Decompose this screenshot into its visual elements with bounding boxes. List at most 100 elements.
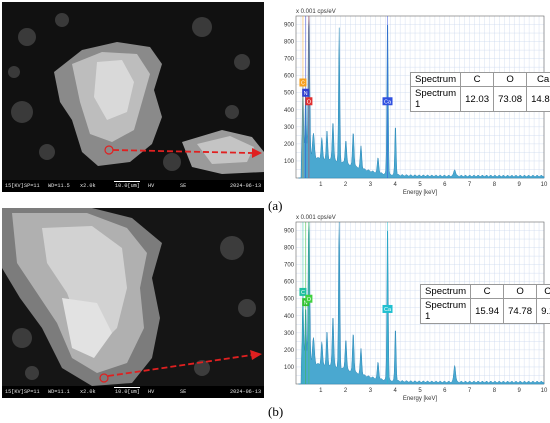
- element-marker-label: C: [301, 81, 305, 87]
- table-cell: Spectrum 1: [419, 298, 472, 324]
- x-tick-label: 2: [344, 182, 348, 188]
- y-tick-label: 900: [284, 229, 295, 235]
- analysis-arrow: [112, 149, 253, 154]
- element-marker: [382, 304, 393, 313]
- x-tick-label: 5: [418, 182, 422, 188]
- y-tick-label: 800: [284, 40, 295, 46]
- element-marker-label: O: [307, 99, 312, 105]
- table-cell: 9.28: [536, 298, 550, 324]
- element-marker: [302, 88, 310, 97]
- x-axis-label: Energy [keV]: [403, 396, 438, 402]
- y-tick-label: 200: [284, 142, 295, 148]
- table-cell: 73.08: [493, 86, 528, 112]
- sem-wd: WD=11.5: [48, 183, 70, 189]
- x-tick-label: 7: [468, 388, 472, 394]
- figure-caption: (a): [268, 198, 283, 213]
- table-cell: 15.94: [470, 298, 505, 324]
- sem-micrograph: [2, 2, 264, 192]
- element-marker-label: O: [307, 297, 312, 303]
- sem-mode: SE: [180, 183, 187, 189]
- sem-date: 2024-06-13: [230, 389, 262, 395]
- composition-table: Spectrum C O Ca Spectrum 1 15.94 74.78 9…: [419, 284, 550, 324]
- y-tick-label: 800: [284, 246, 295, 252]
- element-marker-label: Ca: [384, 99, 392, 105]
- x-tick-label: 4: [394, 388, 398, 394]
- table-header: C: [460, 72, 495, 87]
- element-marker-label: N: [304, 300, 308, 306]
- x-tick-label: 3: [369, 182, 373, 188]
- y-tick-label: 300: [284, 331, 295, 337]
- y-tick-label: 600: [284, 280, 295, 286]
- element-marker: [305, 97, 313, 106]
- x-tick-label: 9: [518, 388, 522, 394]
- x-tick-label: 8: [493, 182, 497, 188]
- sem-footer: 15[KV] SP=11 WD=11.1 x2.0k 10.0[um] HV S…: [2, 386, 264, 398]
- sem-scale: 10.0[um]: [115, 183, 140, 189]
- y-tick-label: 400: [284, 314, 295, 320]
- table-cell: 14.89: [526, 86, 550, 112]
- table-row: Spectrum 1 15.94 74.78 9.28: [419, 298, 550, 324]
- analysis-point-marker: [99, 373, 109, 383]
- composition-table: Spectrum C O Ca Spectrum 1 12.03 73.08 1…: [409, 72, 550, 112]
- table-header-row: Spectrum C O Ca: [419, 284, 550, 299]
- y-tick-label: 500: [284, 297, 295, 303]
- element-marker: [382, 97, 393, 106]
- y-tick-label: 600: [284, 74, 295, 80]
- sem-sp: SP=11: [24, 183, 40, 189]
- sem-hv: HV: [148, 183, 155, 189]
- x-tick-label: 3: [369, 388, 373, 394]
- table-header: O: [503, 284, 538, 299]
- element-marker-label: Ca: [384, 307, 392, 313]
- table-header: O: [493, 72, 528, 87]
- sem-kv: 15[KV]: [5, 183, 24, 189]
- sem-wd: WD=11.1: [48, 389, 70, 395]
- element-marker: [299, 287, 307, 296]
- x-tick-label: 8: [493, 388, 497, 394]
- sem-micrograph: [2, 208, 264, 398]
- sem-sp: SP=11: [24, 389, 40, 395]
- x-tick-label: 4: [394, 182, 398, 188]
- table-header: Spectrum: [419, 284, 472, 299]
- x-tick-label: 1: [319, 388, 323, 394]
- sem-mode: SE: [180, 389, 187, 395]
- table-header-row: Spectrum C O Ca: [409, 72, 550, 87]
- x-tick-label: 10: [541, 182, 548, 188]
- panel-b: 15[KV] SP=11 WD=11.1 x2.0k 10.0[um] HV S…: [0, 206, 550, 419]
- sem-image: 15[KV] SP=11 WD=11.5 x2.0k 10.0[um] HV S…: [2, 2, 264, 192]
- x-tick-label: 6: [443, 182, 447, 188]
- sem-hv: HV: [148, 389, 155, 395]
- y-tick-label: 500: [284, 91, 295, 97]
- scale-bar: [114, 387, 140, 388]
- x-tick-label: 10: [541, 388, 548, 394]
- sem-footer: 15[KV] SP=11 WD=11.5 x2.0k 10.0[um] HV S…: [2, 180, 264, 192]
- x-tick-label: 9: [518, 182, 522, 188]
- spectrum-series: [298, 221, 545, 385]
- panel-a: 15[KV] SP=11 WD=11.5 x2.0k 10.0[um] HV S…: [0, 0, 550, 213]
- table-cell: 12.03: [460, 86, 495, 112]
- analysis-arrow: [107, 354, 253, 377]
- y-tick-label: 100: [284, 365, 295, 371]
- y-axis-label: x 0.001 cps/eV: [296, 9, 336, 15]
- x-tick-label: 5: [418, 388, 422, 394]
- sem-image: 15[KV] SP=11 WD=11.1 x2.0k 10.0[um] HV S…: [2, 208, 264, 398]
- element-marker: [305, 294, 313, 303]
- element-marker-label: C: [301, 290, 305, 296]
- y-tick-label: 900: [284, 23, 295, 29]
- y-tick-label: 300: [284, 125, 295, 131]
- y-tick-label: 700: [284, 57, 295, 63]
- table-cell: 74.78: [503, 298, 538, 324]
- spectrum-series: [298, 15, 545, 179]
- x-tick-label: 6: [443, 388, 447, 394]
- table-header: C: [470, 284, 505, 299]
- sem-mag: x2.0k: [80, 389, 96, 395]
- y-tick-label: 700: [284, 263, 295, 269]
- y-tick-label: 400: [284, 108, 295, 114]
- table-row: Spectrum 1 12.03 73.08 14.89: [409, 86, 550, 112]
- sem-mag: x2.0k: [80, 183, 96, 189]
- y-tick-label: 200: [284, 348, 295, 354]
- x-axis-label: Energy [keV]: [403, 190, 438, 196]
- x-tick-label: 2: [344, 388, 348, 394]
- table-header: Spectrum: [409, 72, 462, 87]
- eds-spectrum: C N O Ca 1 2 3 4 5 6 7 8 9 10 100 200 300 400 500 600 700 800…: [270, 4, 550, 196]
- y-tick-label: 100: [284, 159, 295, 165]
